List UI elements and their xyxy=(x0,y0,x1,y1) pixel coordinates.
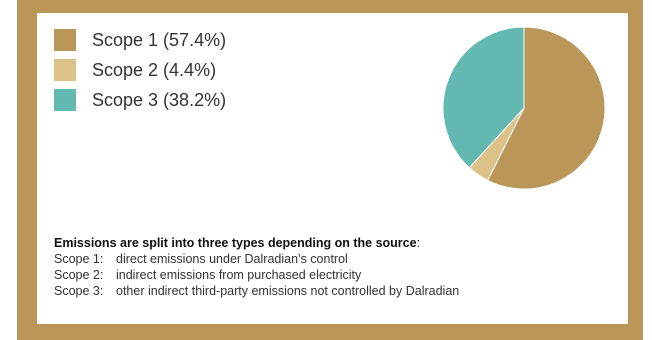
legend-swatch-scope-1 xyxy=(54,29,76,51)
notes-intro-colon: : xyxy=(416,236,421,250)
notes-intro-bold: Emissions are split into three types dep… xyxy=(54,236,417,250)
pie-slice-scope-3 xyxy=(442,26,525,169)
definition-term-scope-3: Scope 3: xyxy=(54,284,104,298)
legend-label-scope-1: Scope 1 (57.4%) xyxy=(92,29,227,50)
definition-text-scope-3: other indirect third-party emissions not… xyxy=(116,284,460,298)
definition-term-scope-2: Scope 2: xyxy=(54,268,104,282)
definition-scope-3: Scope 3: other indirect third-party emiss… xyxy=(54,283,614,299)
definition-scope-1: Scope 1: direct emissions under Dalradian… xyxy=(54,251,614,267)
legend-label-scope-3: Scope 3 (38.2%) xyxy=(92,89,227,110)
definition-scope-2: Scope 2: indirect emissions from purchase… xyxy=(54,267,614,283)
definition-text-scope-1: direct emissions under Dalradian’s contr… xyxy=(116,252,348,266)
definition-text-scope-2: indirect emissions from purchased electr… xyxy=(116,268,362,282)
emissions-pie-chart xyxy=(442,26,606,190)
legend-item-scope-3: Scope 3 (38.2%) xyxy=(54,89,226,111)
legend-swatch-scope-2 xyxy=(54,59,76,81)
notes-intro: Emissions are split into three types dep… xyxy=(54,235,614,251)
legend-item-scope-2: Scope 2 (4.4%) xyxy=(54,59,226,81)
legend-label-scope-2: Scope 2 (4.4%) xyxy=(92,59,217,80)
emissions-notes: Emissions are split into three types dep… xyxy=(54,235,614,299)
legend-item-scope-1: Scope 1 (57.4%) xyxy=(54,29,226,51)
pie-slice-scope-1 xyxy=(487,26,606,190)
definition-term-scope-1: Scope 1: xyxy=(54,252,104,266)
chart-legend: Scope 1 (57.4%) Scope 2 (4.4%) Scope 3 (… xyxy=(54,29,226,119)
chart-panel: Scope 1 (57.4%) Scope 2 (4.4%) Scope 3 (… xyxy=(37,13,628,324)
legend-swatch-scope-3 xyxy=(54,89,76,111)
